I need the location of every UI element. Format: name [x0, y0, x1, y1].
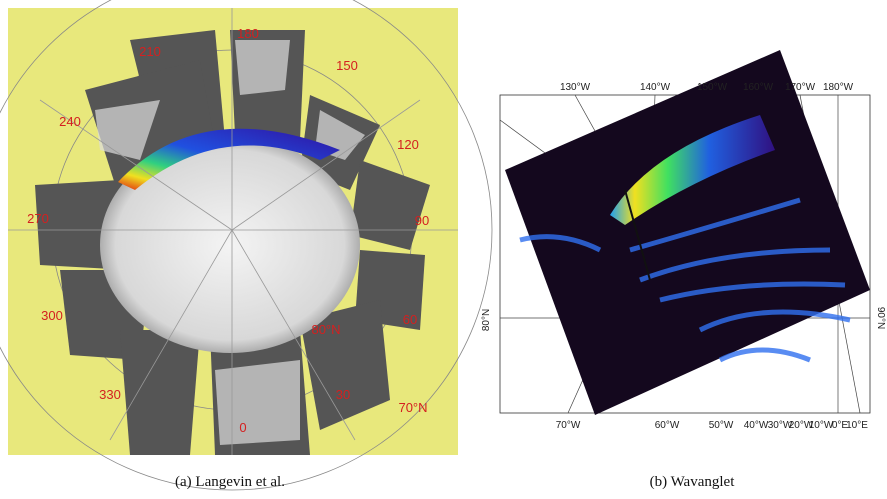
map-label: 80°N — [311, 322, 340, 337]
map-label: 150 — [336, 58, 358, 73]
map-label: 240 — [59, 114, 81, 129]
map-label: 20°W — [789, 420, 814, 431]
panel-a-image — [0, 0, 493, 491]
map-label: 210 — [139, 44, 161, 59]
map-label: 40°W — [744, 420, 769, 431]
map-label: 130°W — [560, 82, 591, 93]
map-label: 150°W — [697, 82, 728, 93]
caption: (b) Wavanglet — [650, 474, 736, 490]
map-label: 170°W — [785, 82, 816, 93]
map-label: 0°E — [832, 420, 849, 431]
map-label: 160°W — [743, 82, 774, 93]
map-label: 90°N — [875, 307, 886, 329]
map-label: 30 — [336, 387, 350, 402]
map-label: 70°N — [398, 400, 427, 415]
map-label: 120 — [397, 137, 419, 152]
map-label: 180°W — [823, 82, 854, 93]
map-label: 180 — [237, 26, 259, 41]
map-label: 60°W — [655, 420, 680, 431]
map-label: 50°W — [709, 420, 734, 431]
map-label: 70°W — [556, 420, 581, 431]
map-label: 140°W — [640, 82, 671, 93]
map-label: 80°N — [481, 309, 492, 331]
map-label: 10°W — [809, 420, 834, 431]
caption: (a) Langevin et al. — [175, 474, 285, 490]
map-label: 90 — [415, 213, 429, 228]
map-label: 30°W — [768, 420, 793, 431]
map-label: 0 — [239, 420, 246, 435]
map-label: 300 — [41, 308, 63, 323]
panel-b-image — [499, 50, 871, 415]
map-label: 270 — [27, 211, 49, 226]
map-label: 10°E — [846, 420, 868, 431]
map-label: 60 — [403, 312, 417, 327]
map-label: 330 — [99, 387, 121, 402]
